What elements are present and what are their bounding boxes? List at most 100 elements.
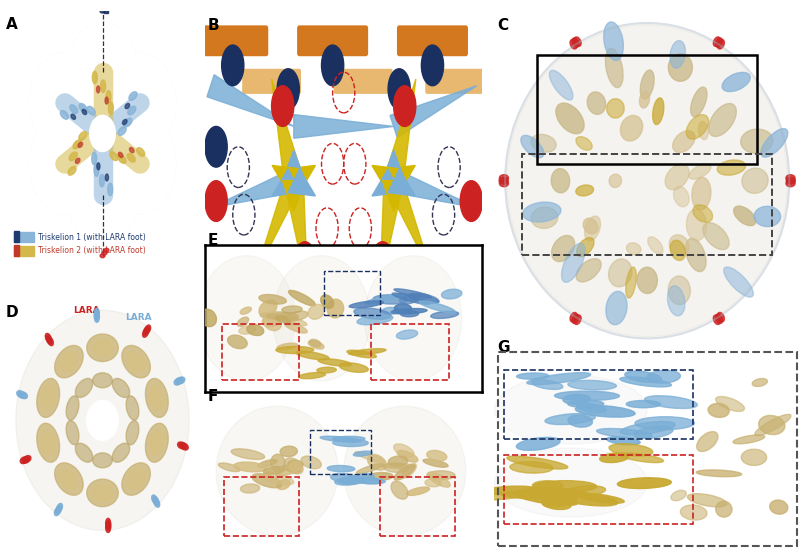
Ellipse shape bbox=[606, 98, 623, 118]
Ellipse shape bbox=[92, 373, 112, 388]
Polygon shape bbox=[384, 79, 415, 184]
Ellipse shape bbox=[55, 345, 83, 378]
Ellipse shape bbox=[554, 492, 617, 506]
Ellipse shape bbox=[575, 259, 601, 282]
Ellipse shape bbox=[388, 69, 410, 110]
Ellipse shape bbox=[149, 430, 164, 455]
Ellipse shape bbox=[275, 346, 313, 354]
Text: B: B bbox=[207, 18, 219, 33]
Polygon shape bbox=[210, 169, 296, 208]
Ellipse shape bbox=[584, 216, 600, 241]
Ellipse shape bbox=[112, 443, 129, 462]
Ellipse shape bbox=[176, 378, 183, 384]
Ellipse shape bbox=[68, 166, 76, 175]
Ellipse shape bbox=[87, 106, 95, 115]
Ellipse shape bbox=[667, 54, 691, 81]
FancyBboxPatch shape bbox=[297, 310, 368, 341]
Ellipse shape bbox=[518, 488, 585, 497]
Ellipse shape bbox=[483, 486, 535, 494]
Ellipse shape bbox=[332, 436, 365, 441]
Ellipse shape bbox=[562, 394, 589, 404]
Text: A: A bbox=[6, 17, 18, 32]
Ellipse shape bbox=[339, 363, 368, 373]
Ellipse shape bbox=[619, 453, 662, 463]
FancyBboxPatch shape bbox=[397, 26, 467, 56]
Ellipse shape bbox=[300, 456, 321, 469]
Ellipse shape bbox=[127, 153, 135, 162]
Ellipse shape bbox=[230, 449, 264, 459]
Ellipse shape bbox=[723, 267, 752, 297]
Ellipse shape bbox=[427, 472, 450, 487]
Ellipse shape bbox=[308, 305, 324, 319]
Ellipse shape bbox=[316, 367, 336, 373]
Ellipse shape bbox=[565, 486, 605, 496]
Ellipse shape bbox=[337, 478, 361, 484]
Ellipse shape bbox=[234, 462, 266, 472]
Ellipse shape bbox=[608, 444, 652, 456]
Ellipse shape bbox=[330, 473, 358, 483]
Ellipse shape bbox=[263, 466, 284, 474]
Ellipse shape bbox=[516, 373, 548, 379]
Ellipse shape bbox=[282, 306, 302, 313]
Ellipse shape bbox=[567, 380, 616, 390]
Ellipse shape bbox=[526, 373, 590, 385]
Ellipse shape bbox=[75, 379, 92, 398]
Ellipse shape bbox=[426, 471, 454, 480]
Ellipse shape bbox=[499, 180, 507, 187]
Ellipse shape bbox=[128, 106, 136, 115]
Bar bbox=[14, 232, 34, 242]
Ellipse shape bbox=[544, 414, 594, 425]
Ellipse shape bbox=[145, 325, 150, 334]
Ellipse shape bbox=[551, 168, 569, 193]
Ellipse shape bbox=[354, 451, 385, 463]
Ellipse shape bbox=[22, 456, 29, 463]
Ellipse shape bbox=[308, 341, 324, 349]
Ellipse shape bbox=[277, 69, 299, 110]
Ellipse shape bbox=[60, 469, 78, 489]
Ellipse shape bbox=[105, 523, 111, 533]
Ellipse shape bbox=[707, 103, 736, 136]
Ellipse shape bbox=[56, 503, 63, 512]
Circle shape bbox=[30, 53, 100, 153]
Ellipse shape bbox=[555, 103, 584, 134]
Ellipse shape bbox=[721, 72, 749, 92]
Ellipse shape bbox=[296, 351, 328, 360]
Ellipse shape bbox=[522, 202, 560, 222]
Ellipse shape bbox=[18, 391, 26, 398]
Ellipse shape bbox=[626, 243, 640, 255]
Ellipse shape bbox=[573, 37, 581, 46]
Ellipse shape bbox=[494, 448, 646, 517]
FancyBboxPatch shape bbox=[333, 69, 392, 94]
Bar bbox=[310, 430, 371, 474]
Ellipse shape bbox=[79, 103, 87, 112]
Ellipse shape bbox=[124, 118, 132, 127]
Ellipse shape bbox=[712, 37, 719, 46]
Circle shape bbox=[30, 53, 100, 153]
Ellipse shape bbox=[576, 237, 593, 256]
Circle shape bbox=[90, 116, 115, 151]
FancyBboxPatch shape bbox=[197, 310, 268, 341]
Ellipse shape bbox=[45, 334, 51, 342]
Ellipse shape bbox=[320, 436, 361, 442]
Ellipse shape bbox=[381, 464, 415, 469]
Ellipse shape bbox=[520, 135, 543, 158]
Ellipse shape bbox=[126, 420, 139, 445]
Text: G: G bbox=[497, 340, 509, 355]
Ellipse shape bbox=[605, 291, 626, 325]
Ellipse shape bbox=[760, 128, 787, 157]
FancyBboxPatch shape bbox=[425, 272, 483, 297]
Ellipse shape bbox=[509, 461, 552, 473]
Ellipse shape bbox=[96, 86, 100, 93]
Ellipse shape bbox=[554, 391, 618, 400]
Ellipse shape bbox=[740, 449, 766, 465]
Ellipse shape bbox=[506, 456, 567, 469]
Ellipse shape bbox=[715, 314, 722, 324]
Ellipse shape bbox=[533, 480, 596, 492]
Circle shape bbox=[67, 145, 138, 245]
Ellipse shape bbox=[55, 505, 62, 514]
Ellipse shape bbox=[667, 276, 690, 305]
Ellipse shape bbox=[575, 185, 593, 196]
Ellipse shape bbox=[259, 300, 276, 317]
Ellipse shape bbox=[548, 70, 573, 100]
Ellipse shape bbox=[715, 501, 731, 517]
